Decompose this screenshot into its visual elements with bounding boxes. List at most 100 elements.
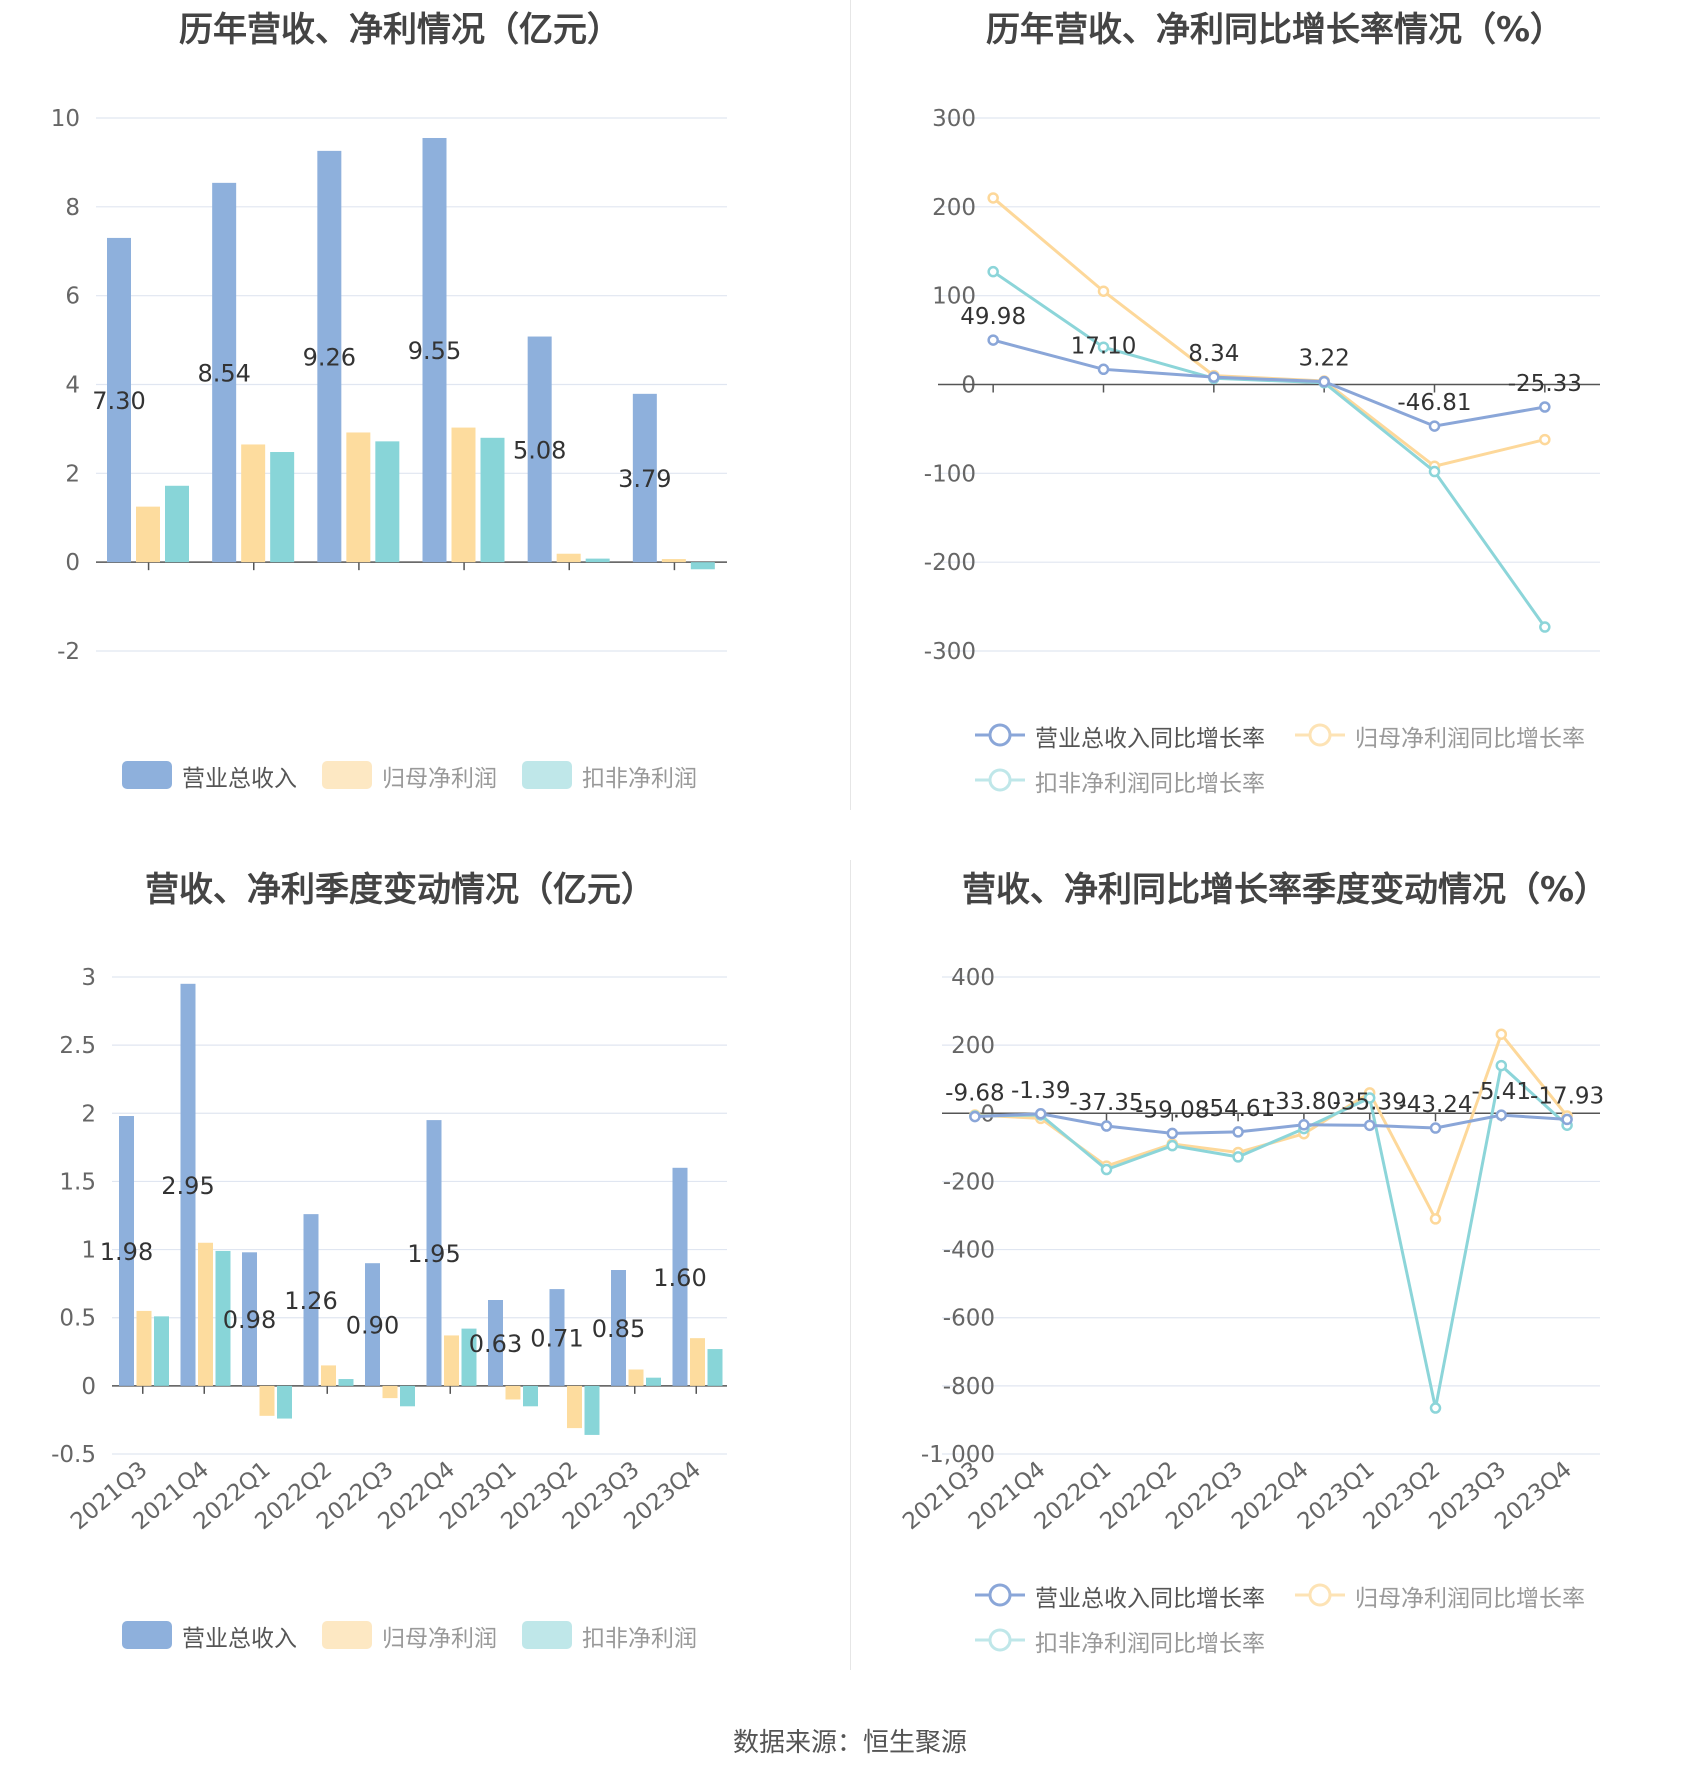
legend-label: 归母净利润 [382, 766, 497, 792]
legend-marker [1295, 723, 1345, 747]
bar [119, 1116, 134, 1386]
data-label: 0.71 [530, 1324, 583, 1352]
data-label: 0.98 [223, 1306, 276, 1334]
legend-swatch [522, 761, 572, 789]
data-point [1208, 371, 1220, 383]
data-point [1429, 1213, 1442, 1225]
data-label: 3.79 [618, 465, 671, 493]
series-line [992, 338, 1546, 428]
quarterly-growth-panel: 营收、净利同比增长率季度变动情况（%） 400 200 0 -200 -400 -600-… [850, 860, 1700, 1720]
bar [165, 485, 189, 563]
data-point [987, 334, 999, 346]
annual-growth-chart: 3002001000-100-200-300201820192020202120… [924, 106, 1600, 660]
data-label: -1.39 [1011, 1078, 1071, 1104]
bar [646, 1377, 661, 1386]
bar [505, 1385, 521, 1400]
bar [661, 559, 686, 563]
data-point [1097, 363, 1110, 376]
bar [556, 553, 581, 563]
data-point [1495, 1109, 1508, 1121]
legend-marker [975, 1628, 1025, 1652]
chart-title: 历年营收、净利情况（亿元） [179, 10, 621, 50]
data-label: 1.26 [284, 1287, 337, 1315]
y-tick-label: 2 [81, 1101, 96, 1127]
data-label: 9.26 [303, 344, 356, 372]
data-point [1100, 1120, 1113, 1132]
data-point [1495, 1059, 1508, 1072]
data-label: -43.24 [1398, 1092, 1472, 1118]
legend-label: 营业总收入同比增长率 [1035, 1586, 1265, 1612]
data-label: 1.98 [100, 1238, 153, 1266]
bar [346, 432, 371, 563]
bar [365, 1263, 380, 1386]
data-label: -35.39 [1333, 1089, 1407, 1115]
legend-label: 归母净利润同比增长率 [1355, 1586, 1585, 1612]
legend-swatch [122, 1621, 172, 1649]
y-tick-label: -300 [924, 639, 976, 660]
quarterly-amount-chart: 32.521.510.50-0.52021Q32021Q42022Q12022Q… [51, 965, 727, 1535]
y-tick-label: 1 [81, 1238, 96, 1264]
bar [549, 1289, 565, 1386]
data-label: 0.90 [346, 1312, 399, 1340]
legend-label: 扣非净利润同比增长率 [1035, 771, 1265, 797]
y-tick-label: 3 [81, 965, 96, 991]
bar [241, 444, 266, 563]
data-point [1232, 1126, 1244, 1138]
data-point [1100, 1163, 1113, 1176]
data-point [987, 192, 999, 204]
data-label: 49.98 [960, 304, 1026, 330]
y-tick-label: -600 [943, 1306, 995, 1332]
data-label: 2.95 [161, 1172, 214, 1200]
series-line [974, 1062, 1569, 1409]
y-tick-label: -1,000 [921, 1442, 995, 1468]
bar [611, 1270, 626, 1386]
data-label: 8.34 [1188, 341, 1239, 367]
y-tick-label: -2 [57, 639, 80, 660]
bar [154, 1316, 169, 1386]
bar [400, 1385, 415, 1407]
y-tick-label: 0.5 [59, 1306, 96, 1332]
bar [180, 983, 196, 1386]
bar [303, 1214, 319, 1386]
y-tick-label: -200 [943, 1169, 995, 1195]
data-point [1539, 401, 1551, 413]
legend-swatch [322, 1621, 372, 1649]
data-point [1539, 433, 1551, 446]
y-tick-label: -200 [924, 550, 976, 576]
y-tick-label: 0 [81, 1374, 96, 1400]
data-label: -25.33 [1508, 371, 1582, 397]
data-label: -9.68 [945, 1081, 1005, 1107]
legend-swatch [122, 761, 172, 789]
bar [321, 1365, 336, 1386]
legend-label: 归母净利润同比增长率 [1355, 726, 1585, 752]
y-tick-label: 4 [65, 373, 80, 399]
divider [850, 0, 851, 810]
data-point [1429, 1402, 1442, 1414]
data-label: 9.55 [408, 337, 461, 365]
data-point [1429, 1122, 1442, 1134]
annual-amount-panel: 历年营收、净利情况（亿元） 1086420-220182019202020212… [0, 0, 850, 860]
legend-swatch [322, 761, 372, 789]
bar [107, 237, 131, 563]
bar [672, 1167, 688, 1386]
legend-label: 营业总收入同比增长率 [1035, 726, 1265, 752]
bar [461, 1328, 477, 1386]
divider [850, 860, 851, 1670]
y-tick-label: 0 [961, 373, 976, 399]
bar [632, 393, 657, 563]
y-tick-label: -800 [943, 1374, 995, 1400]
bar [317, 150, 342, 563]
bar [584, 1385, 600, 1435]
bar [136, 506, 160, 563]
annual-growth-panel: 历年营收、净利同比增长率情况（%） 300 200 100 0 -100 -200 -300… [850, 0, 1700, 860]
legend-swatch [522, 1621, 572, 1649]
chart-title: 营收、净利季度变动情况（亿元） [145, 870, 655, 910]
bar [338, 1379, 354, 1386]
data-label: 17.10 [1071, 333, 1137, 359]
data-point [1495, 1028, 1508, 1040]
data-label: 1.95 [407, 1240, 460, 1268]
bar [270, 452, 295, 563]
y-tick-label: -400 [943, 1238, 995, 1264]
data-point [1034, 1108, 1047, 1120]
legend-label: 归母净利润 [382, 1626, 497, 1652]
